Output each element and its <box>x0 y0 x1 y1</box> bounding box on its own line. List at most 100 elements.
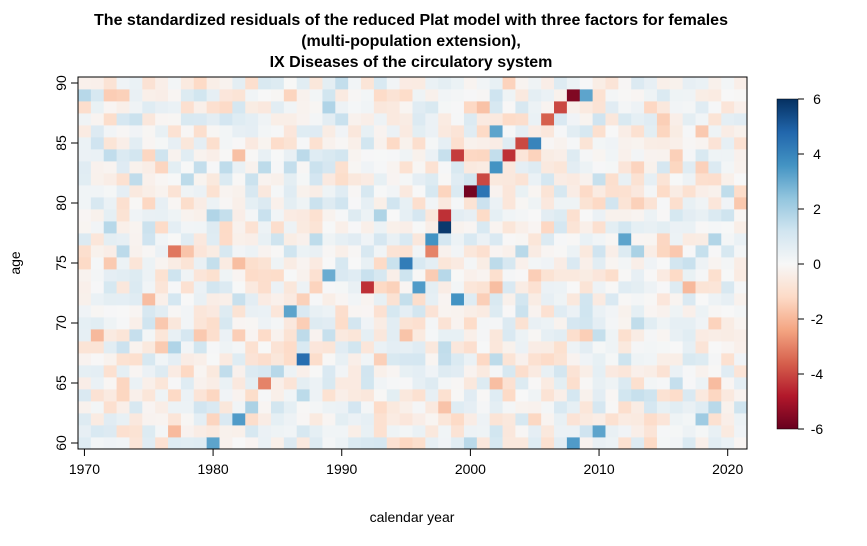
heatmap-cell <box>142 125 156 138</box>
heatmap-cell <box>206 269 220 282</box>
heatmap-cell <box>270 293 285 306</box>
heatmap-cell <box>682 365 696 378</box>
heatmap-cell <box>129 317 143 330</box>
heatmap-cell <box>309 389 323 402</box>
heatmap-cell <box>695 89 709 102</box>
heatmap-cell <box>335 353 349 366</box>
heatmap-cell <box>142 137 156 150</box>
heatmap-cell <box>541 269 555 282</box>
heatmap-cell <box>270 233 285 246</box>
heatmap-cell <box>129 353 143 366</box>
heatmap-cell <box>412 389 426 402</box>
heatmap-cell <box>708 401 722 414</box>
heatmap-cell <box>631 377 645 390</box>
heatmap-cell <box>644 197 658 210</box>
heatmap-cell <box>245 149 259 162</box>
heatmap-cell <box>502 353 516 366</box>
heatmap-cell <box>399 233 413 246</box>
heatmap-cell <box>168 377 182 390</box>
heatmap-cell <box>206 341 220 354</box>
heatmap-cell <box>644 293 658 306</box>
heatmap-cell <box>245 377 259 390</box>
heatmap-cell <box>78 185 92 198</box>
heatmap-cell <box>528 281 542 294</box>
heatmap-cell <box>554 401 568 414</box>
heatmap-cell <box>412 257 426 270</box>
heatmap-cell <box>554 353 568 366</box>
heatmap-cell <box>489 413 503 426</box>
heatmap-cell <box>656 293 671 306</box>
heatmap-cell <box>438 197 452 210</box>
heatmap-cell <box>155 101 169 114</box>
heatmap-cell <box>155 137 169 150</box>
heatmap-cell <box>515 233 529 246</box>
heatmap-cell <box>708 125 722 138</box>
heatmap-cell <box>180 125 195 138</box>
heatmap-cell <box>476 221 491 234</box>
heatmap-cell <box>502 329 516 342</box>
heatmap-cell <box>103 305 117 318</box>
heatmap-cell <box>103 149 117 162</box>
heatmap-cell <box>386 197 401 210</box>
heatmap-cell <box>476 269 491 282</box>
heatmap-cell <box>528 149 542 162</box>
heatmap-cell <box>168 233 182 246</box>
heatmap-cell <box>193 149 208 162</box>
heatmap-cell <box>502 317 516 330</box>
heatmap-cell <box>232 137 246 150</box>
heatmap-cell <box>605 305 619 318</box>
heatmap-cell <box>78 389 92 402</box>
colorbar-gradient <box>776 98 799 430</box>
heatmap-cell <box>245 233 259 246</box>
heatmap-cell <box>682 77 696 90</box>
heatmap-cell <box>142 413 156 426</box>
heatmap-cell <box>695 281 709 294</box>
heatmap-cell <box>90 197 105 210</box>
heatmap-cell <box>721 149 735 162</box>
heatmap-cell <box>155 125 169 138</box>
heatmap-cell <box>258 257 272 270</box>
heatmap-cell <box>734 209 748 222</box>
heatmap-cell <box>502 125 516 138</box>
heatmap-cell <box>168 365 182 378</box>
heatmap-cell <box>528 89 542 102</box>
heatmap-cell <box>155 113 169 126</box>
heatmap-cell <box>270 269 285 282</box>
heatmap-cell <box>168 113 182 126</box>
heatmap-cell <box>476 197 491 210</box>
heatmap-cell <box>373 209 388 222</box>
heatmap-cell <box>528 269 542 282</box>
heatmap-cell <box>103 257 117 270</box>
heatmap-cell <box>463 293 478 306</box>
heatmap-cell <box>386 365 401 378</box>
heatmap-cell <box>296 389 310 402</box>
heatmap-cell <box>515 101 529 114</box>
heatmap-cell <box>78 329 92 342</box>
heatmap-cell <box>476 185 491 198</box>
heatmap-cell <box>734 281 748 294</box>
heatmap-cell <box>90 269 105 282</box>
heatmap-cell <box>348 101 362 114</box>
heatmap-cell <box>361 77 375 90</box>
heatmap-cell <box>258 425 272 438</box>
heatmap-cell <box>695 245 709 258</box>
heatmap-cell <box>322 281 336 294</box>
heatmap-cell <box>142 101 156 114</box>
colorbar-tick-label: 2 <box>813 201 821 217</box>
heatmap-cell <box>399 329 413 342</box>
heatmap-cell <box>219 305 233 318</box>
heatmap-cell <box>669 209 684 222</box>
heatmap-cell <box>180 329 195 342</box>
heatmap-cell <box>656 125 671 138</box>
heatmap-cell <box>90 305 105 318</box>
heatmap-cell <box>515 125 529 138</box>
heatmap-cell <box>245 389 259 402</box>
heatmap-cell <box>476 377 491 390</box>
heatmap-cell <box>682 389 696 402</box>
heatmap-cell <box>476 89 491 102</box>
heatmap-cell <box>451 245 465 258</box>
heatmap-cell <box>463 137 478 150</box>
heatmap-cell <box>605 389 619 402</box>
heatmap-cell <box>528 257 542 270</box>
heatmap-cell <box>721 113 735 126</box>
